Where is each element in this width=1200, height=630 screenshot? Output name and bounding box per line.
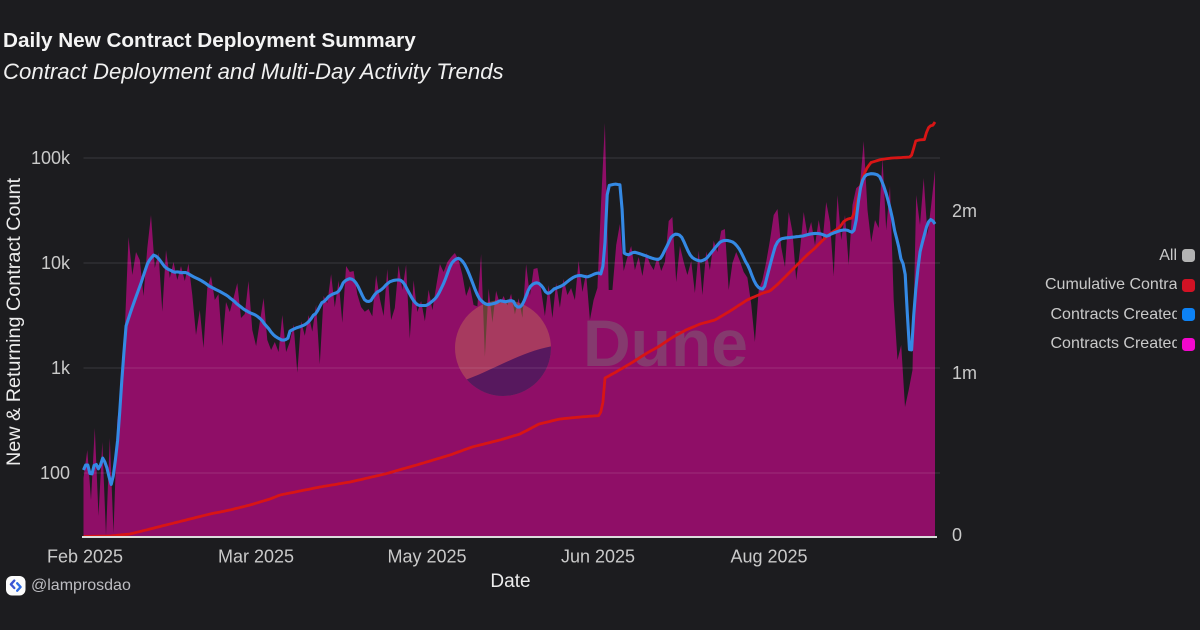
svg-text:May 2025: May 2025 — [387, 547, 466, 567]
svg-text:Mar 2025: Mar 2025 — [218, 547, 294, 567]
svg-text:Jun 2025: Jun 2025 — [561, 547, 635, 567]
svg-text:0: 0 — [952, 525, 962, 545]
svg-text:Aug 2025: Aug 2025 — [730, 547, 807, 567]
svg-text:1k: 1k — [51, 358, 71, 378]
svg-text:10k: 10k — [41, 253, 71, 273]
svg-text:100: 100 — [40, 463, 70, 483]
svg-text:100k: 100k — [31, 148, 71, 168]
svg-text:Feb 2025: Feb 2025 — [47, 547, 123, 567]
svg-text:Date: Date — [490, 571, 530, 592]
svg-text:New & Returning Contract Count: New & Returning Contract Count — [3, 177, 25, 466]
svg-text:2m: 2m — [952, 201, 977, 221]
svg-text:1m: 1m — [952, 363, 977, 383]
